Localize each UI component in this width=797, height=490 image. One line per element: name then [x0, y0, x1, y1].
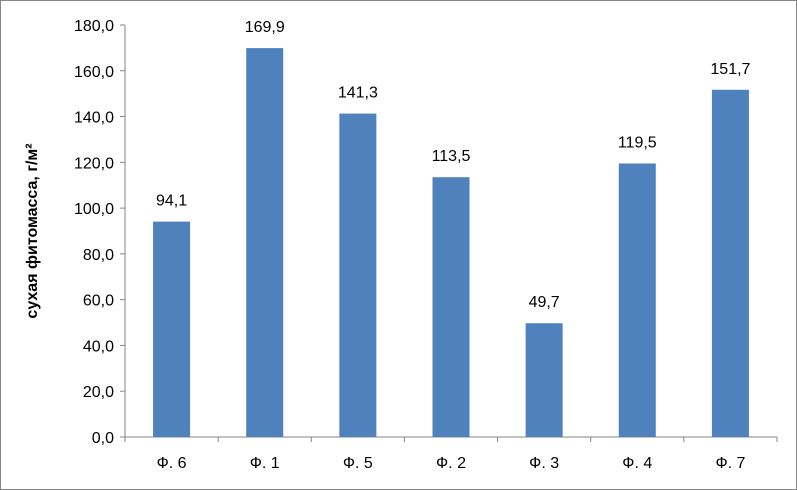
- data-label: 113,5: [432, 148, 471, 165]
- y-tick-label: 180,0: [74, 18, 114, 35]
- data-label: 94,1: [156, 193, 187, 210]
- data-label: 49,7: [529, 294, 560, 311]
- y-tick-label: 120,0: [74, 155, 114, 172]
- y-tick-label: 60,0: [83, 293, 114, 310]
- x-category-label: Ф. 5: [343, 455, 373, 472]
- y-tick-label: 100,0: [74, 201, 114, 218]
- y-axis-title: сухая фитомасса, г/м²: [24, 143, 41, 318]
- x-category-label: Ф. 3: [529, 455, 559, 472]
- y-tick-label: 160,0: [74, 64, 114, 81]
- x-category-label: Ф. 4: [622, 455, 652, 472]
- bar: [432, 177, 470, 437]
- data-label: 169,9: [245, 19, 285, 36]
- y-tick-label: 0,0: [92, 430, 114, 447]
- x-category-label: Ф. 6: [157, 455, 187, 472]
- bar: [711, 89, 749, 437]
- data-label: 119,5: [618, 134, 657, 151]
- bar: [339, 113, 377, 437]
- bar: [246, 48, 284, 438]
- axes: [120, 24, 778, 442]
- bar: [153, 221, 191, 437]
- y-tick-label: 40,0: [83, 338, 114, 355]
- bar: [525, 323, 563, 437]
- x-category-label: Ф. 1: [250, 455, 280, 472]
- x-category-label: Ф. 7: [715, 455, 745, 472]
- bar: [618, 163, 656, 437]
- y-tick-label: 20,0: [83, 384, 114, 401]
- y-tick-label: 140,0: [74, 110, 114, 127]
- x-category-label: Ф. 2: [436, 455, 466, 472]
- data-label: 151,7: [710, 61, 750, 78]
- labels: 0,0 20,0 40,0 60,0 80,0 100,0 120,0 140,0 160,0 1…: [74, 18, 751, 472]
- y-tick-label: 80,0: [83, 247, 114, 264]
- bars: [153, 48, 749, 438]
- data-label: 141,3: [338, 85, 378, 102]
